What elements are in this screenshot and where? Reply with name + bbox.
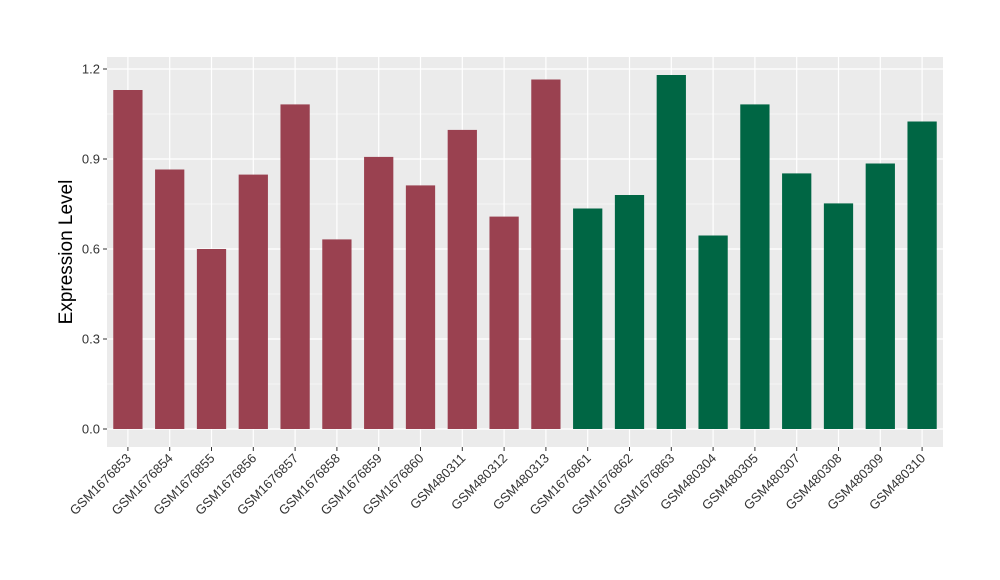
- bar-GSM1676857: [280, 104, 310, 430]
- y-tick-label: 0.6: [82, 242, 100, 257]
- bar-GSM1676855: [196, 249, 227, 429]
- y-tick-label: 0.0: [82, 422, 100, 437]
- bar-GSM1676854: [155, 169, 185, 429]
- y-tick-label: 0.9: [82, 152, 100, 167]
- bars: [113, 75, 937, 430]
- bar-GSM480313: [531, 79, 561, 429]
- bar-GSM1676863: [656, 75, 686, 429]
- bar-GSM1676858: [322, 239, 352, 429]
- y-axis: 0.0 0.3 0.6 0.9 1.2: [82, 62, 107, 437]
- x-axis: GSM1676853GSM1676854GSM1676855GSM1676856…: [67, 447, 928, 518]
- y-tick-label: 1.2: [82, 62, 100, 77]
- y-axis-title: Expression Level: [56, 180, 77, 325]
- bar-GSM1676861: [573, 208, 603, 429]
- bar-GSM1676856: [238, 174, 268, 429]
- bar-GSM480312: [489, 216, 519, 429]
- bar-GSM480311: [447, 129, 477, 429]
- bar-GSM480304: [698, 235, 728, 429]
- bar-GSM480307: [782, 173, 812, 429]
- plot-panel: [107, 57, 943, 447]
- bar-GSM480305: [740, 104, 770, 430]
- bar-GSM1676860: [405, 185, 436, 429]
- y-tick-label: 0.3: [82, 332, 100, 347]
- bar-GSM480309: [865, 163, 895, 429]
- bar-GSM1676862: [614, 195, 645, 429]
- bar-GSM1676859: [364, 156, 394, 429]
- bar-GSM1676853: [113, 90, 143, 429]
- bar-GSM480308: [823, 203, 854, 429]
- bar-GSM480310: [907, 121, 937, 429]
